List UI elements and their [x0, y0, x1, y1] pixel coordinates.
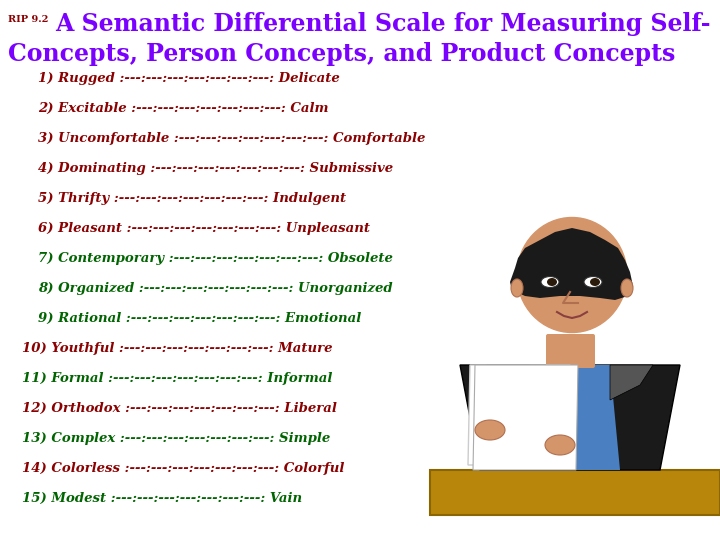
Text: 10) Youthful :---:---:---:---:---:---:---: Mature: 10) Youthful :---:---:---:---:---:---:--… [22, 342, 333, 355]
Text: 5) Thrifty :---:---:---:---:---:---:---: Indulgent: 5) Thrifty :---:---:---:---:---:---:---:… [38, 192, 346, 205]
FancyBboxPatch shape [546, 334, 595, 368]
FancyBboxPatch shape [430, 470, 720, 515]
Text: 11) Formal :---:---:---:---:---:---:---: Informal: 11) Formal :---:---:---:---:---:---:---:… [22, 372, 333, 385]
Polygon shape [468, 365, 570, 465]
Text: 7) Contemporary :---:---:---:---:---:---:---: Obsolete: 7) Contemporary :---:---:---:---:---:---… [38, 252, 393, 265]
Ellipse shape [547, 278, 557, 286]
Ellipse shape [621, 279, 633, 297]
Ellipse shape [541, 276, 559, 287]
Ellipse shape [590, 278, 600, 286]
Polygon shape [460, 365, 680, 470]
Polygon shape [487, 365, 530, 400]
Polygon shape [510, 228, 633, 300]
Text: RIP 9.2: RIP 9.2 [8, 15, 48, 24]
Polygon shape [610, 365, 653, 400]
Text: 13) Complex :---:---:---:---:---:---:---: Simple: 13) Complex :---:---:---:---:---:---:---… [22, 432, 330, 445]
Ellipse shape [584, 276, 602, 287]
Ellipse shape [517, 218, 627, 333]
Text: 3) Uncomfortable :---:---:---:---:---:---:---: Comfortable: 3) Uncomfortable :---:---:---:---:---:--… [38, 132, 426, 145]
Text: 4) Dominating :---:---:---:---:---:---:---: Submissive: 4) Dominating :---:---:---:---:---:---:-… [38, 162, 393, 175]
Text: 9) Rational :---:---:---:---:---:---:---: Emotional: 9) Rational :---:---:---:---:---:---:---… [38, 312, 361, 325]
Ellipse shape [475, 420, 505, 440]
Polygon shape [520, 365, 620, 470]
Ellipse shape [511, 279, 523, 297]
Text: 15) Modest :---:---:---:---:---:---:---: Vain: 15) Modest :---:---:---:---:---:---:---:… [22, 492, 302, 505]
Text: 6) Pleasant :---:---:---:---:---:---:---: Unpleasant: 6) Pleasant :---:---:---:---:---:---:---… [38, 222, 370, 235]
Text: 1) Rugged :---:---:---:---:---:---:---: Delicate: 1) Rugged :---:---:---:---:---:---:---: … [38, 72, 340, 85]
Polygon shape [473, 365, 578, 470]
Text: 12) Orthodox :---:---:---:---:---:---:---: Liberal: 12) Orthodox :---:---:---:---:---:---:--… [22, 402, 337, 415]
Text: Concepts, Person Concepts, and Product Concepts: Concepts, Person Concepts, and Product C… [8, 42, 675, 66]
Text: 8) Organized :---:---:---:---:---:---:---: Unorganized: 8) Organized :---:---:---:---:---:---:--… [38, 282, 392, 295]
Text: A Semantic Differential Scale for Measuring Self-: A Semantic Differential Scale for Measur… [55, 12, 711, 36]
Text: 2) Excitable :---:---:---:---:---:---:---: Calm: 2) Excitable :---:---:---:---:---:---:--… [38, 102, 328, 115]
Ellipse shape [545, 435, 575, 455]
Text: 14) Colorless :---:---:---:---:---:---:---: Colorful: 14) Colorless :---:---:---:---:---:---:-… [22, 462, 344, 475]
